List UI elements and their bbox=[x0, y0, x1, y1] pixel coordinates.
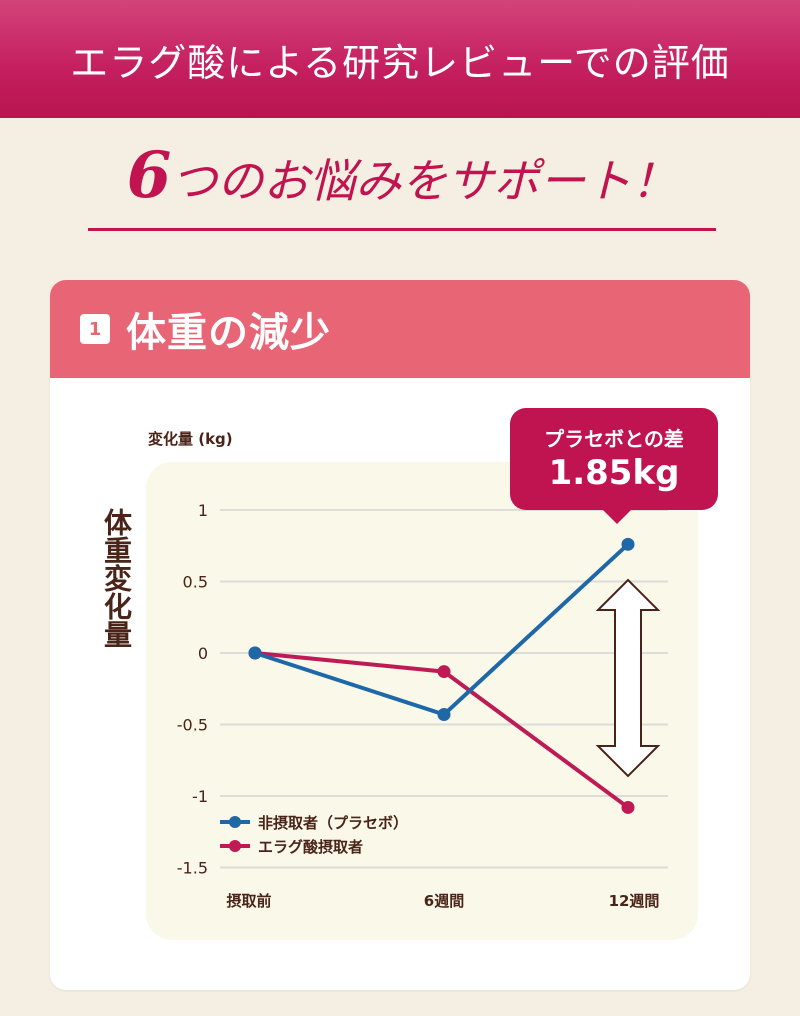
legend-marker bbox=[229, 840, 241, 852]
y-tick: -1 bbox=[192, 787, 208, 806]
y-tick: -0.5 bbox=[177, 716, 208, 735]
gridlines bbox=[220, 509, 668, 869]
number-badge: 1 bbox=[80, 314, 110, 344]
y-tick-labels: 1 0.5 0 -0.5 -1 -1.5 bbox=[177, 501, 208, 878]
card-title: 体重の減少 bbox=[126, 310, 331, 356]
data-point bbox=[437, 707, 451, 721]
plot-area bbox=[146, 462, 698, 940]
headline-text: つのお悩みをサポート！ bbox=[171, 154, 678, 208]
legend-label: エラグ酸摂取者 bbox=[258, 838, 363, 856]
headline-underline bbox=[88, 228, 716, 231]
banner: エラグ酸による研究レビューでの評価 bbox=[0, 0, 800, 118]
difference-callout: プラセボとの差 1.85kg bbox=[510, 408, 718, 524]
y-tick: -1.5 bbox=[177, 859, 208, 878]
headline: 6つのお悩みをサポート！ bbox=[88, 144, 716, 211]
x-tick: 6週間 bbox=[424, 892, 464, 910]
callout-label: プラセボとの差 bbox=[544, 427, 684, 451]
data-point bbox=[248, 646, 262, 660]
y-axis-title: 体重変化量 bbox=[100, 508, 133, 648]
legend: 非摂取者（プラセボ） エラグ酸摂取者 bbox=[220, 814, 408, 856]
data-series bbox=[248, 537, 635, 814]
data-point bbox=[621, 537, 635, 551]
data-point bbox=[437, 665, 451, 679]
y-tick: 0 bbox=[198, 644, 208, 663]
x-tick: 12週間 bbox=[609, 892, 660, 910]
card-header: 1 体重の減少 bbox=[50, 280, 750, 378]
y-tick: 0.5 bbox=[183, 573, 208, 592]
legend-marker bbox=[229, 816, 241, 828]
data-point bbox=[621, 800, 635, 814]
y-tick: 1 bbox=[198, 501, 208, 520]
x-tick-labels: 摂取前 6週間 12週間 bbox=[226, 892, 659, 910]
headline-number: 6 bbox=[126, 138, 172, 213]
callout-value: 1.85kg bbox=[548, 453, 680, 493]
x-tick: 摂取前 bbox=[226, 892, 271, 910]
legend-label: 非摂取者（プラセボ） bbox=[258, 814, 408, 832]
series-line bbox=[254, 542, 630, 717]
double-arrow-icon bbox=[595, 578, 661, 778]
y-unit-label: 変化量 (kg) bbox=[148, 430, 233, 448]
banner-title: エラグ酸による研究レビューでの評価 bbox=[70, 40, 730, 85]
